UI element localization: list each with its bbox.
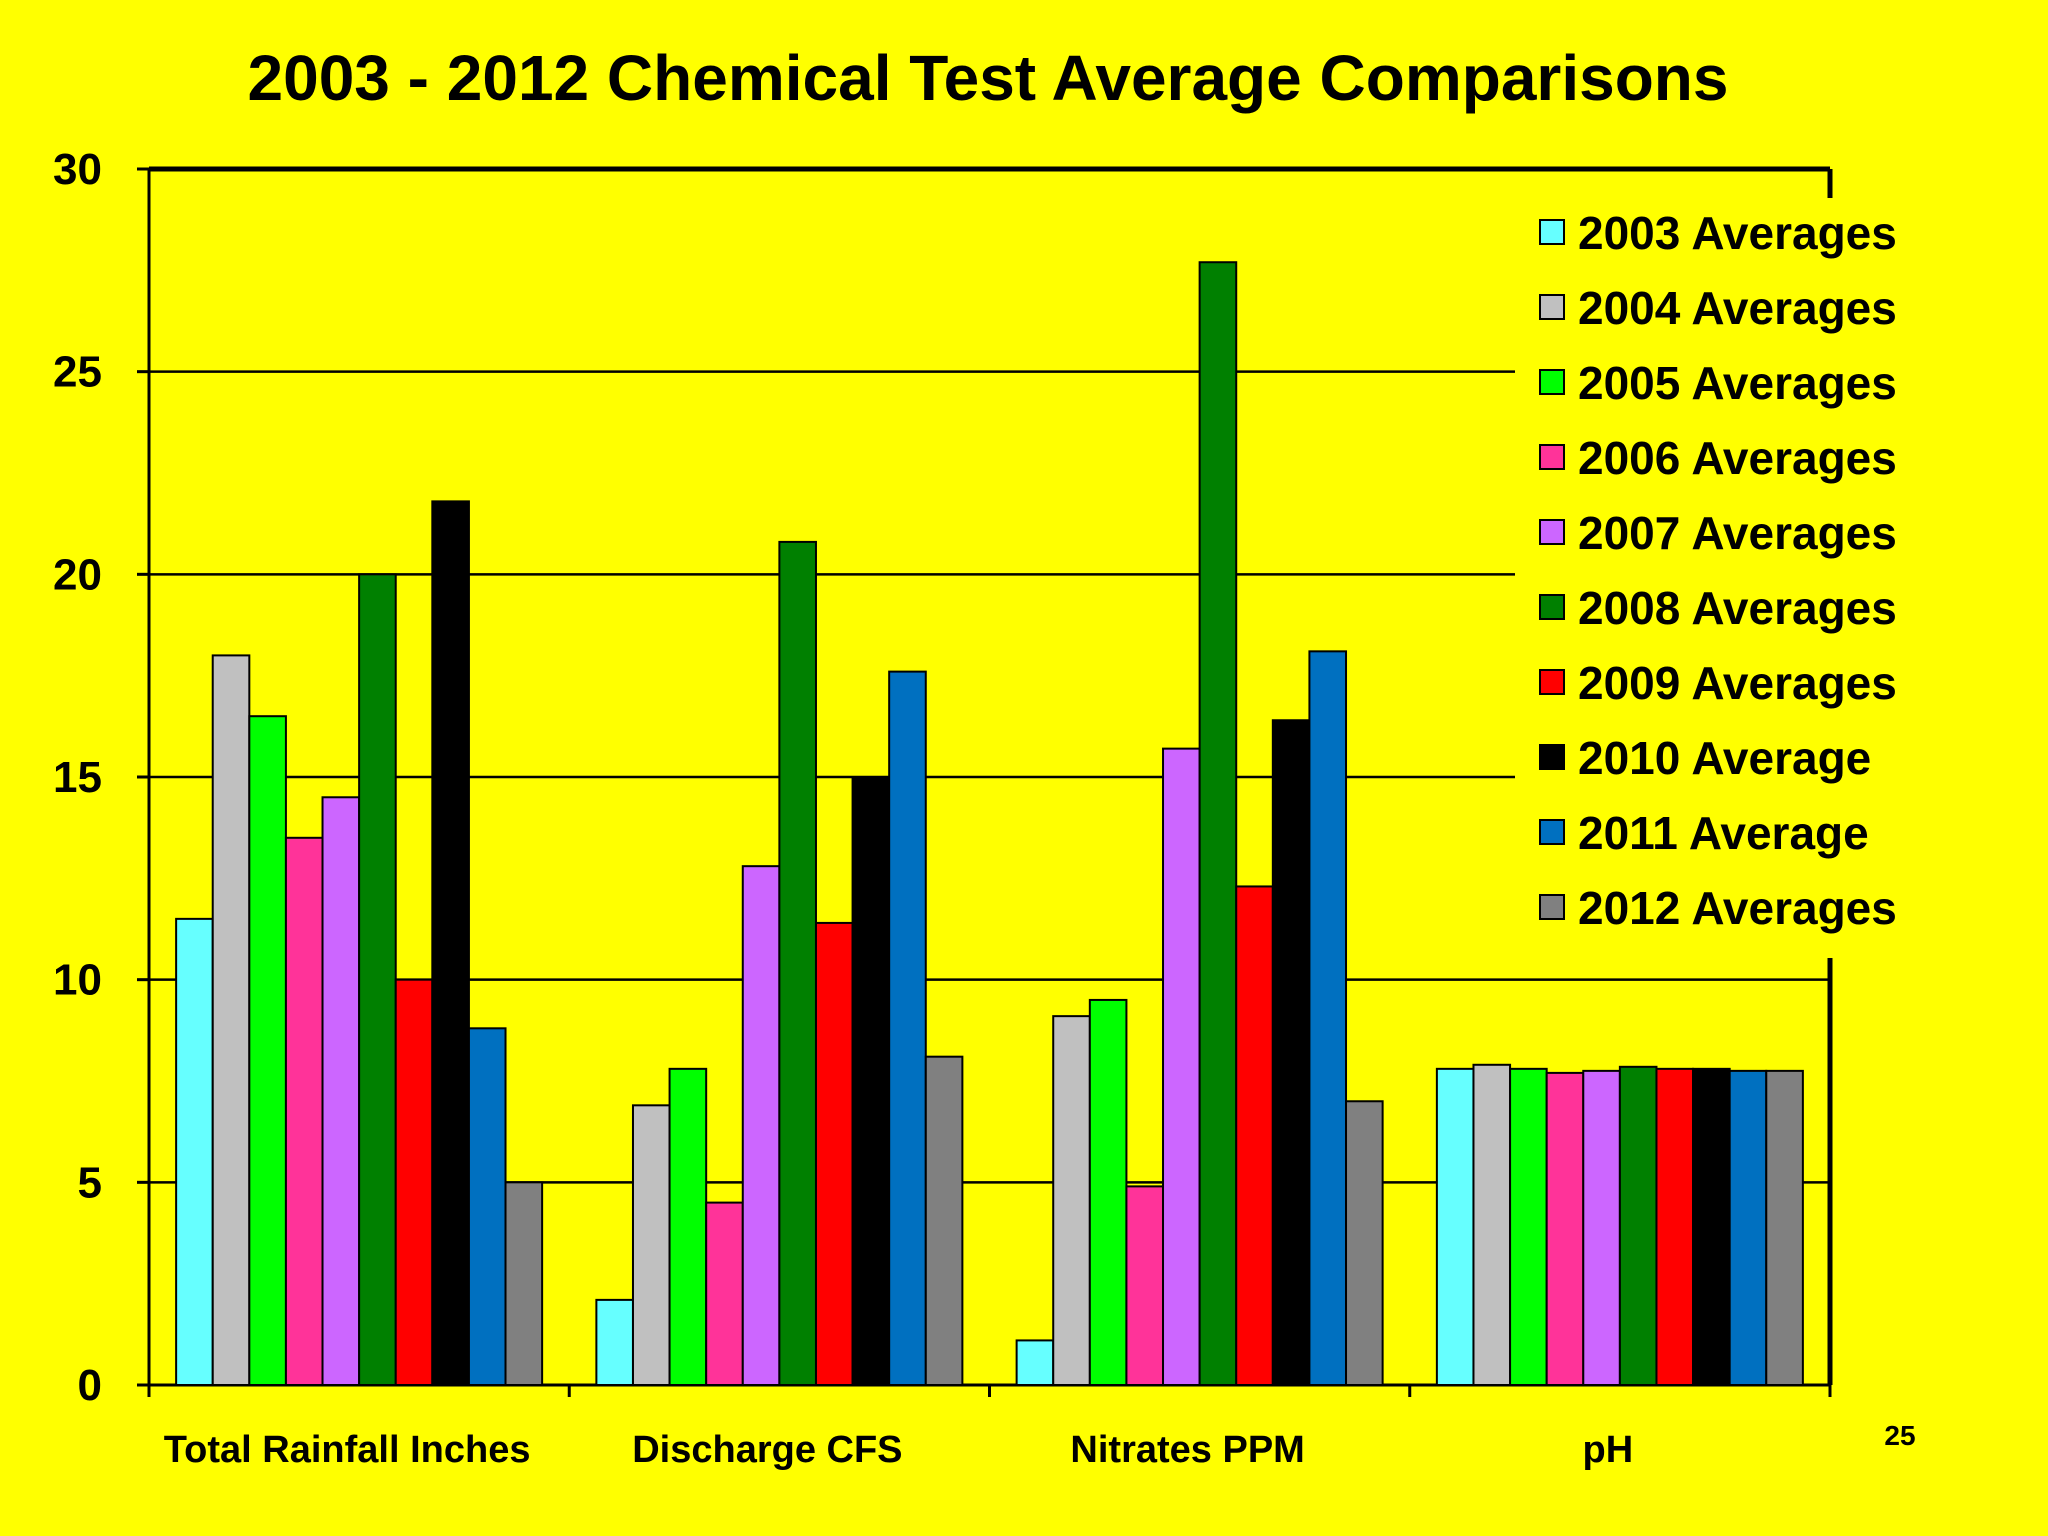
bar: [851, 776, 891, 1386]
y-tick-label: 10: [53, 956, 102, 1005]
bar: [1162, 747, 1201, 1386]
bar: [1692, 1067, 1731, 1386]
bar: [1125, 1185, 1165, 1387]
legend-swatch: [1539, 594, 1565, 620]
legend-swatch: [1539, 519, 1565, 545]
bar: [1435, 1067, 1475, 1386]
bar: [924, 1055, 964, 1387]
bar: [1545, 1071, 1585, 1386]
y-tick-label: 0: [78, 1361, 102, 1410]
bar: [431, 500, 470, 1386]
legend-label: 2008 Averages: [1578, 582, 1897, 634]
legend-swatch: [1539, 219, 1565, 245]
legend-swatch: [1539, 744, 1565, 770]
legend-swatch: [1539, 669, 1565, 695]
page-number: 25: [1884, 1420, 1915, 1451]
bar: [1582, 1069, 1621, 1387]
legend-label: 2004 Averages: [1578, 282, 1897, 334]
y-tick-labels: 0 5 10 15 20 25 30: [53, 145, 102, 1410]
legend-swatch: [1539, 819, 1565, 845]
y-tick-label: 5: [78, 1158, 102, 1207]
bar: [705, 1201, 744, 1386]
bar: [1765, 1069, 1804, 1387]
legend-swatch: [1539, 444, 1565, 470]
legend-swatch: [1539, 369, 1565, 395]
legend-label: 2011 Average: [1578, 807, 1869, 859]
y-tick-label: 30: [53, 145, 102, 194]
bar: [1618, 1065, 1658, 1387]
bar: [1472, 1063, 1512, 1386]
bar: [1655, 1067, 1695, 1386]
bar: [631, 1104, 671, 1386]
bar: [595, 1298, 634, 1387]
legend: 2003 Averages 2004 Averages 2005 Averages 2…: [1515, 198, 1960, 958]
bar: [741, 865, 781, 1386]
x-tick-label: Total Rainfall Inches: [164, 1429, 531, 1471]
bar: [888, 670, 927, 1386]
bar: [1728, 1069, 1768, 1387]
legend-label: 2007 Averages: [1578, 507, 1897, 559]
chart-title: 2003 - 2012 Chemical Test Average Compar…: [248, 42, 1729, 114]
bar: [1015, 1339, 1055, 1386]
bar: [1308, 650, 1348, 1386]
x-tick-labels: Total Rainfall Inches Discharge CFS Nitrat…: [164, 1429, 1633, 1471]
bar: [1271, 719, 1311, 1386]
bar: [1198, 261, 1238, 1386]
y-tick-label: 25: [53, 348, 102, 397]
legend-label: 2006 Averages: [1578, 432, 1897, 484]
x-tick-label: pH: [1583, 1429, 1634, 1471]
legend-label: 2012 Averages: [1578, 882, 1897, 934]
bar: [467, 1027, 507, 1386]
legend-label: 2009 Averages: [1578, 657, 1897, 709]
x-tick-label: Discharge CFS: [632, 1429, 902, 1471]
legend-label: 2005 Averages: [1578, 357, 1897, 409]
bar: [814, 921, 854, 1386]
bar: [284, 836, 324, 1386]
bar: [778, 540, 817, 1386]
y-tick-label: 20: [53, 550, 102, 599]
bar: [668, 1067, 708, 1386]
bar: [504, 1181, 544, 1387]
legend-swatch: [1539, 294, 1565, 320]
bar: [248, 715, 287, 1386]
legend-label: 2003 Averages: [1578, 207, 1897, 259]
bar: [394, 978, 434, 1387]
bars: [175, 261, 1804, 1387]
bar: [1088, 998, 1128, 1387]
bar: [1235, 885, 1274, 1386]
bar: [1345, 1100, 1384, 1387]
bar: [211, 654, 251, 1386]
x-tick-label: Nitrates PPM: [1070, 1429, 1304, 1471]
bar: [1509, 1067, 1548, 1386]
legend-swatch: [1539, 894, 1565, 920]
bar: [321, 796, 361, 1386]
legend-label: 2010 Average: [1578, 732, 1871, 784]
y-tick-label: 15: [53, 753, 102, 802]
bar: [1052, 1015, 1091, 1386]
bar: [175, 917, 214, 1386]
bar: [358, 573, 397, 1386]
legend-background: [1515, 198, 1960, 958]
